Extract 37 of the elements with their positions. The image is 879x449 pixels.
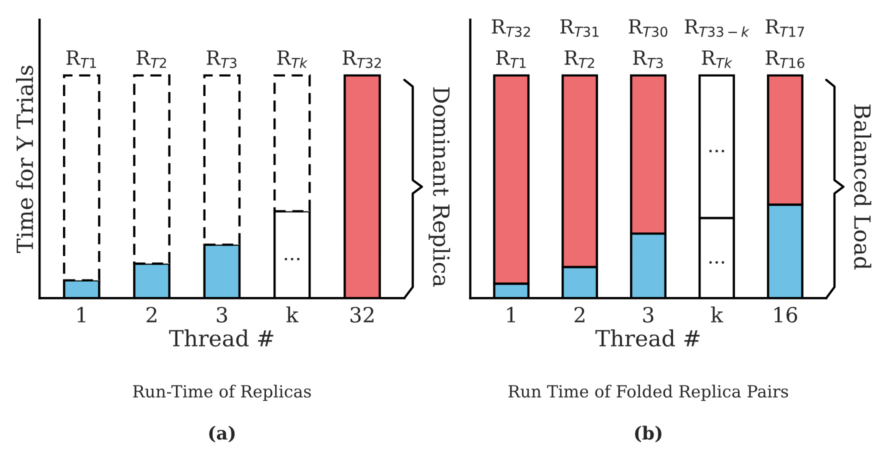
text: R$_{Tk}$ bbox=[702, 50, 732, 68]
x-tick-label: 3 bbox=[216, 306, 228, 323]
y2-axis-title: Dominant Replica bbox=[428, 87, 450, 287]
x-tick-label: 3 bbox=[643, 306, 654, 323]
annotation: ... bbox=[284, 258, 300, 260]
y-axis-title: Time for Y Trials bbox=[16, 66, 34, 254]
x-tick-label: 2 bbox=[146, 306, 156, 322]
y2-axis-title: Balanced Load bbox=[854, 104, 872, 270]
text: R$_{T2}$ bbox=[564, 50, 594, 68]
text: R$_{T16}$ bbox=[766, 50, 804, 68]
text: R$_{T3}$ bbox=[206, 50, 236, 68]
text: R$_{T2}$ bbox=[136, 50, 166, 68]
x-tick-label: 2 bbox=[574, 306, 584, 322]
text: R$_{T30}$ bbox=[628, 19, 668, 37]
text: R$_{T31}$ bbox=[560, 19, 598, 37]
x-tick-label: 32 bbox=[350, 306, 374, 323]
x-tick-label: k bbox=[711, 306, 724, 322]
text: R$_{T3}$ bbox=[633, 50, 663, 68]
text: R$_{T1}$ bbox=[496, 50, 526, 68]
text: R$_{T32}$ bbox=[342, 50, 381, 68]
text: R$_{T17}$ bbox=[766, 19, 804, 37]
text: Run-Time of Replicas bbox=[133, 384, 311, 401]
x-tick-label: 1 bbox=[78, 306, 86, 322]
x-axis-title: Thread # bbox=[169, 329, 274, 347]
x-axis-title: Thread # bbox=[595, 329, 700, 347]
text: R$_{T33−k}$ bbox=[684, 19, 750, 37]
text: R$_{T1}$ bbox=[66, 50, 96, 68]
text: Run Time of Folded Replica Pairs bbox=[508, 384, 788, 401]
annotation: ... bbox=[709, 150, 724, 152]
x-tick-label: k bbox=[286, 306, 299, 322]
text: (b) bbox=[635, 426, 662, 442]
text: R$_{Tk}$ bbox=[277, 50, 308, 68]
text: (a) bbox=[209, 426, 235, 442]
x-tick-label: 16 bbox=[774, 306, 798, 323]
x-tick-label: 1 bbox=[507, 306, 516, 322]
annotation: ... bbox=[709, 261, 724, 264]
text: R$_{T32}$ bbox=[492, 19, 530, 37]
